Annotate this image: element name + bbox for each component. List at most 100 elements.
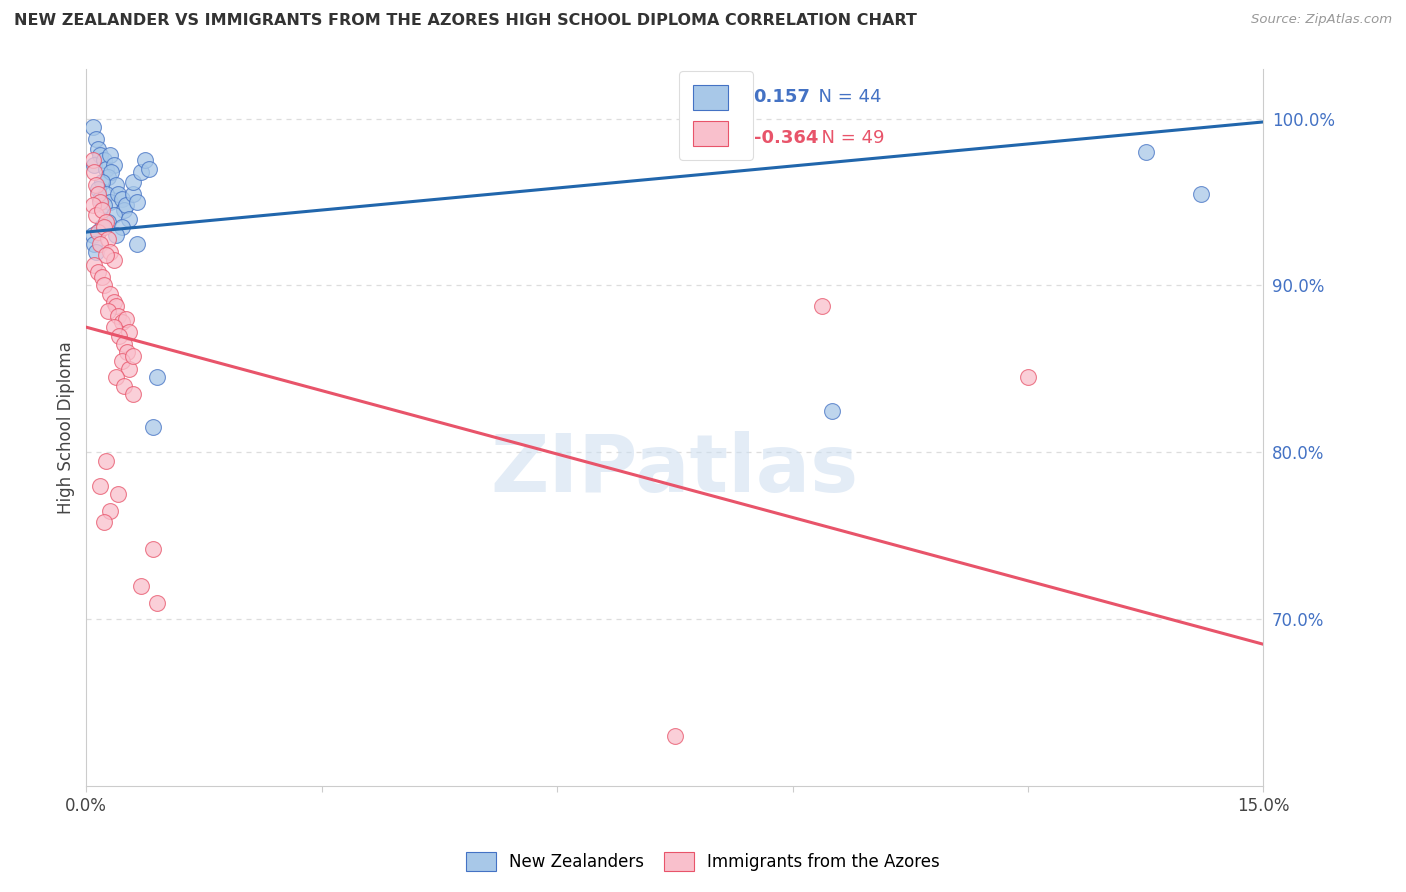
Point [83, 236, 105, 251]
Point [115, 345, 138, 359]
Point [87, 142, 110, 156]
Point [93, 153, 115, 168]
Point [89, 479, 111, 493]
Point [118, 362, 141, 376]
Text: R =: R = [706, 129, 745, 147]
Point [97, 169, 120, 184]
Point [83, 259, 105, 273]
Point [91, 220, 114, 235]
Point [84, 208, 107, 222]
Point [97, 232, 120, 246]
Point [93, 278, 115, 293]
Point [93, 220, 115, 235]
Point [129, 579, 152, 593]
Point [94, 186, 117, 201]
Point [105, 298, 128, 312]
Point [118, 325, 141, 339]
Point [112, 203, 135, 218]
Point [103, 208, 125, 222]
Point [84, 178, 107, 193]
Point [103, 295, 125, 310]
Point [118, 211, 141, 226]
Point [98, 504, 121, 518]
Point [138, 161, 160, 176]
Point [146, 596, 169, 610]
Point [87, 265, 110, 279]
Legend: New Zealanders, Immigrants from the Azores: New Zealanders, Immigrants from the Azor… [457, 843, 949, 880]
Point [1017, 370, 1039, 384]
Point [122, 186, 145, 201]
Text: N = 44: N = 44 [807, 88, 882, 106]
Point [97, 303, 120, 318]
Point [87, 225, 110, 239]
Point [93, 516, 115, 530]
Point [87, 225, 110, 239]
Point [91, 175, 114, 189]
Point [110, 353, 132, 368]
Point [83, 165, 105, 179]
Point [107, 487, 129, 501]
Point [122, 349, 145, 363]
Point [84, 245, 107, 260]
Point [91, 203, 114, 218]
Point [94, 161, 117, 176]
Point [100, 165, 122, 179]
Point [122, 387, 145, 401]
Point [83, 158, 105, 172]
Point [89, 192, 111, 206]
Text: N = 49: N = 49 [810, 129, 884, 147]
Point [98, 148, 121, 162]
Point [97, 215, 120, 229]
Point [664, 729, 686, 743]
Y-axis label: High School Diploma: High School Diploma [58, 341, 75, 514]
Point [103, 320, 125, 334]
Point [108, 328, 131, 343]
Point [114, 311, 136, 326]
Point [98, 286, 121, 301]
Point [127, 236, 149, 251]
Text: R =: R = [706, 88, 745, 106]
Point [112, 337, 135, 351]
Point [110, 192, 132, 206]
Text: 0.157: 0.157 [754, 88, 810, 106]
Point [127, 194, 149, 209]
Point [122, 175, 145, 189]
Point [94, 453, 117, 467]
Text: ZIPatlas: ZIPatlas [491, 432, 859, 509]
Legend: , : , [679, 71, 754, 160]
Point [107, 186, 129, 201]
Point [811, 298, 834, 312]
Point [146, 370, 169, 384]
Point [103, 158, 125, 172]
Point [142, 420, 165, 434]
Point [87, 186, 110, 201]
Text: -0.364: -0.364 [754, 129, 818, 147]
Point [91, 270, 114, 285]
Point [129, 165, 152, 179]
Point [103, 253, 125, 268]
Point [110, 315, 132, 329]
Point [110, 220, 132, 235]
Point [112, 378, 135, 392]
Text: NEW ZEALANDER VS IMMIGRANTS FROM THE AZORES HIGH SCHOOL DIPLOMA CORRELATION CHAR: NEW ZEALANDER VS IMMIGRANTS FROM THE AZO… [14, 13, 917, 29]
Point [82, 228, 104, 243]
Point [82, 198, 104, 212]
Point [87, 182, 110, 196]
Text: Source: ZipAtlas.com: Source: ZipAtlas.com [1251, 13, 1392, 27]
Point [105, 370, 128, 384]
Point [114, 198, 136, 212]
Point [107, 309, 129, 323]
Point [82, 153, 104, 168]
Point [142, 542, 165, 557]
Point [89, 194, 111, 209]
Point [93, 198, 115, 212]
Point [94, 215, 117, 229]
Point [89, 236, 111, 251]
Point [82, 120, 104, 134]
Point [89, 148, 111, 162]
Point [98, 194, 121, 209]
Point [1189, 186, 1212, 201]
Point [98, 245, 121, 260]
Point [134, 153, 156, 168]
Point [84, 131, 107, 145]
